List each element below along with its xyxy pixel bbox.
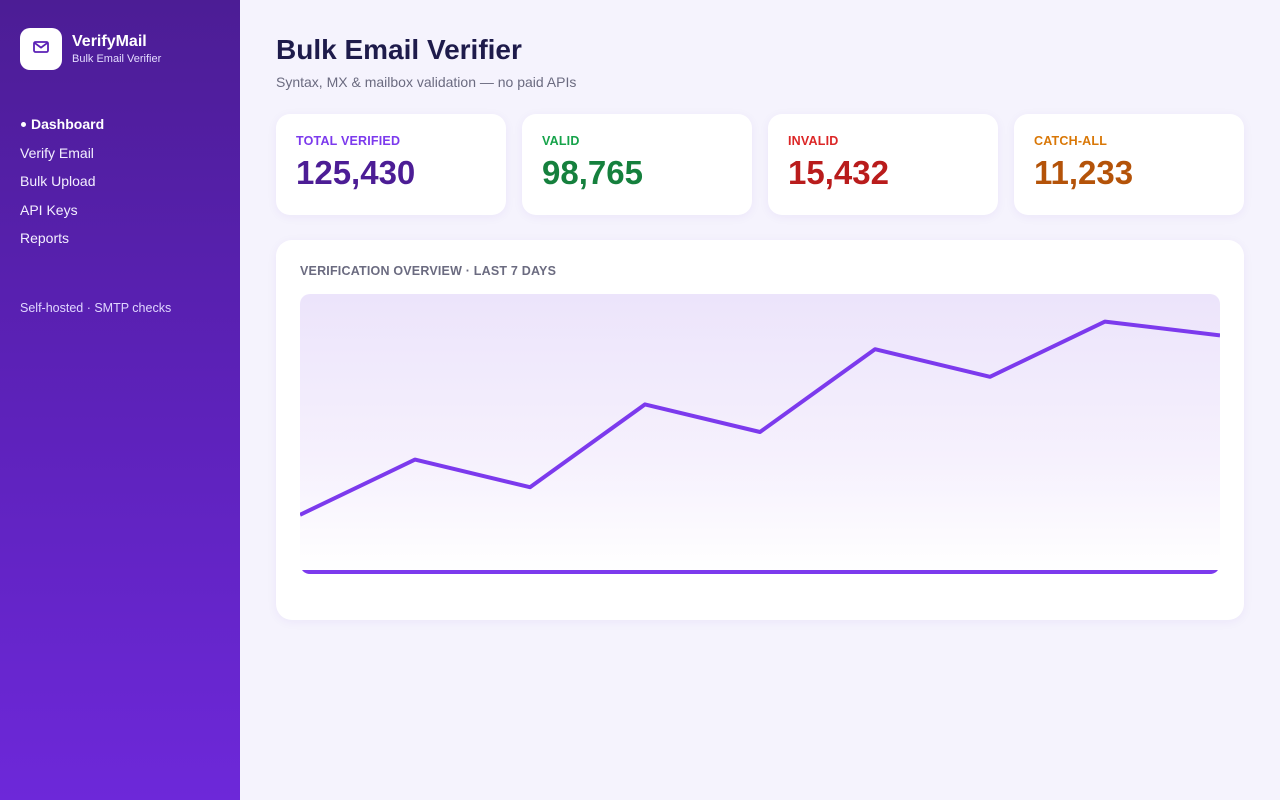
- sidebar-item-label: Bulk Upload: [20, 173, 96, 190]
- sidebar-item-bulk-upload[interactable]: Bulk Upload: [20, 167, 220, 196]
- stat-card-total-verified: TOTAL VERIFIED 125,430: [276, 114, 506, 215]
- verification-overview-card: VERIFICATION OVERVIEW · LAST 7 DAYS: [276, 240, 1244, 620]
- stat-label: INVALID: [788, 134, 839, 148]
- stats-row: TOTAL VERIFIED 125,430 VALID 98,765 INVA…: [276, 114, 1244, 215]
- sidebar-item-verify-email[interactable]: Verify Email: [20, 139, 220, 168]
- active-indicator-dot: [21, 121, 26, 127]
- chart-svg: [300, 319, 1220, 574]
- sidebar-footer: Self-hosted · SMTP checks: [20, 300, 172, 315]
- stat-card-catch-all: CATCH-ALL 11,233: [1014, 114, 1244, 215]
- stat-label: CATCH-ALL: [1034, 134, 1108, 148]
- sidebar-item-api-keys[interactable]: API Keys: [20, 196, 220, 225]
- page-title: Bulk Email Verifier: [276, 34, 522, 65]
- page-subtitle: Syntax, MX & mailbox validation — no pai…: [276, 74, 577, 90]
- sidebar-item-dashboard[interactable]: Dashboard: [20, 110, 220, 139]
- stat-value: 11,233: [1034, 154, 1134, 191]
- sidebar-item-label: API Keys: [20, 201, 78, 218]
- mail-icon: [33, 40, 49, 58]
- main-content: Bulk Email Verifier Syntax, MX & mailbox…: [276, 0, 1244, 620]
- stat-card-valid: VALID 98,765: [522, 114, 752, 215]
- stat-label: VALID: [542, 134, 580, 148]
- stat-label: TOTAL VERIFIED: [296, 134, 401, 148]
- brand-logo: [20, 28, 62, 70]
- chart-title: VERIFICATION OVERVIEW · LAST 7 DAYS: [300, 264, 557, 278]
- sidebar-item-label: Verify Email: [20, 144, 94, 161]
- series-line: [300, 319, 1220, 517]
- brand[interactable]: VerifyMail Bulk Email Verifier: [20, 28, 220, 70]
- brand-subtitle: Bulk Email Verifier: [72, 53, 162, 65]
- sidebar: VerifyMail Bulk Email Verifier Dashboard…: [0, 0, 240, 800]
- sidebar-nav: Dashboard Verify Email Bulk Upload API K…: [20, 110, 220, 253]
- brand-name: VerifyMail: [72, 33, 147, 50]
- stat-value: 98,765: [542, 154, 643, 191]
- sidebar-item-label: Dashboard: [31, 116, 105, 133]
- sidebar-item-reports[interactable]: Reports: [20, 224, 220, 253]
- line-chart: [300, 294, 1220, 574]
- stat-card-invalid: INVALID 15,432: [768, 114, 998, 215]
- stat-value: 15,432: [788, 154, 889, 191]
- stat-value: 125,430: [296, 154, 416, 191]
- sidebar-item-label: Reports: [20, 230, 70, 247]
